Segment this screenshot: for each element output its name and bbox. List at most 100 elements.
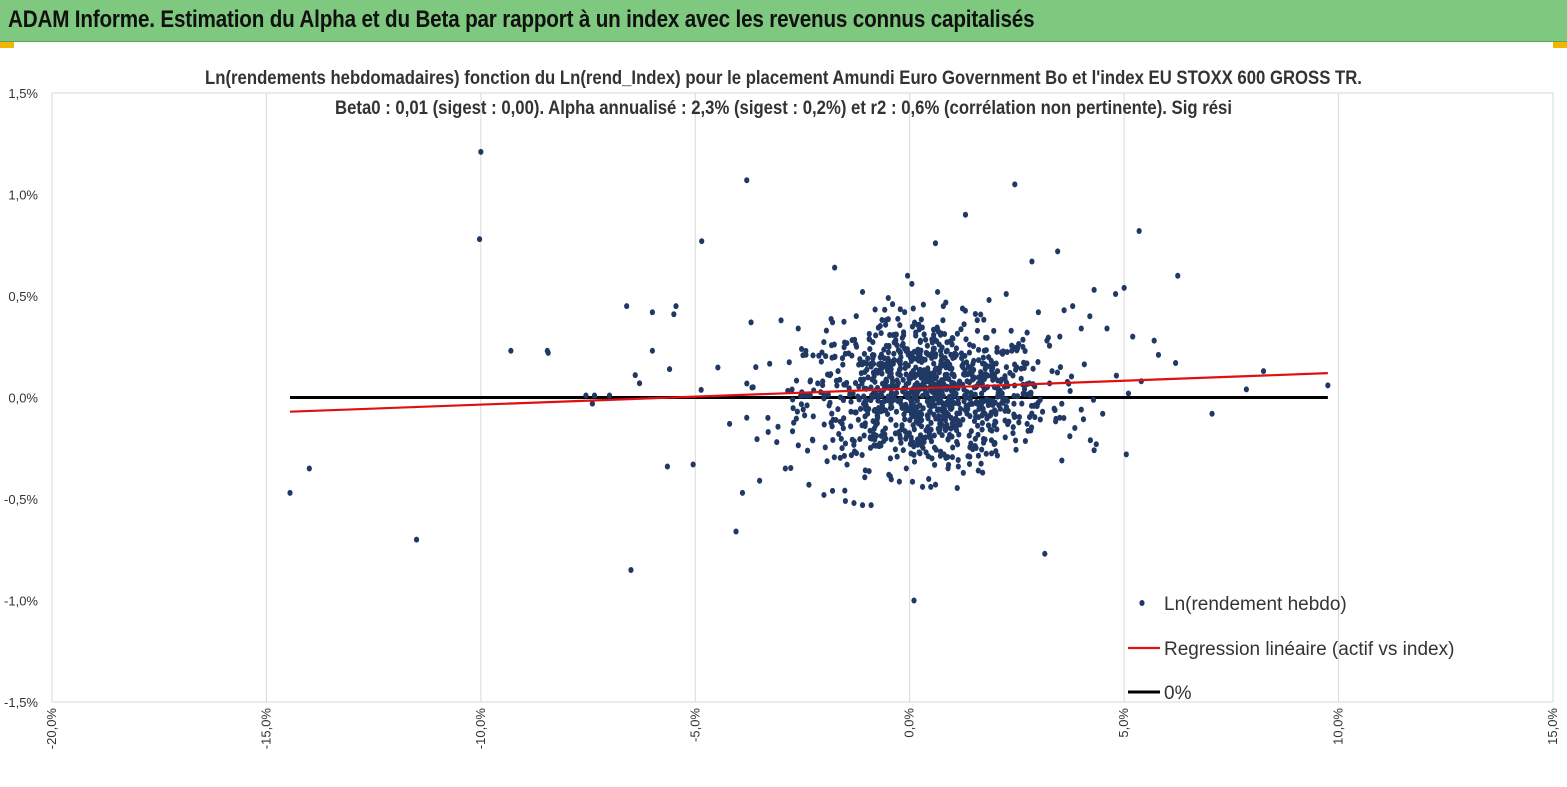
data-point <box>916 411 923 418</box>
data-point <box>882 425 889 432</box>
data-point <box>821 491 827 498</box>
data-point <box>847 391 853 398</box>
data-point <box>975 346 982 353</box>
data-point <box>930 370 936 377</box>
data-point <box>940 317 946 324</box>
data-point <box>861 350 867 357</box>
data-point <box>878 432 884 439</box>
data-point <box>1054 369 1061 376</box>
data-point <box>991 327 997 334</box>
data-point <box>867 345 873 352</box>
data-point <box>932 392 938 399</box>
data-point <box>960 469 966 476</box>
report-title: ADAM Informe. Estimation du Alpha et du … <box>8 6 1035 33</box>
data-point <box>982 436 988 443</box>
data-point <box>1016 413 1023 420</box>
y-tick-label: -1,0% <box>4 594 38 609</box>
data-point <box>975 452 982 459</box>
data-point <box>917 337 924 344</box>
data-point <box>1125 390 1132 397</box>
data-point <box>972 435 978 442</box>
data-point <box>936 393 942 400</box>
data-point <box>982 410 988 417</box>
data-point <box>844 379 850 386</box>
data-point <box>862 422 868 429</box>
data-point <box>809 436 816 443</box>
data-point <box>1032 414 1038 421</box>
data-point <box>939 399 945 406</box>
y-axis-ticks: 1,5% 1,0% 0,5% 0,0% -0,5% -1,0% -1,5% <box>4 86 38 710</box>
data-point <box>910 422 916 429</box>
data-point <box>943 299 949 306</box>
data-point <box>944 347 950 354</box>
data-point <box>870 352 876 359</box>
data-point <box>841 344 847 351</box>
data-point <box>1123 451 1129 458</box>
data-point <box>1100 410 1106 417</box>
data-point <box>664 463 671 470</box>
data-point <box>818 358 824 365</box>
data-point <box>959 355 965 362</box>
data-point <box>975 431 981 438</box>
data-point <box>895 347 901 354</box>
data-point <box>978 311 984 318</box>
corner-marker-right <box>1553 42 1567 48</box>
data-point <box>825 391 831 398</box>
data-point <box>837 418 844 425</box>
data-point <box>821 339 827 346</box>
data-point <box>981 316 987 323</box>
data-point <box>838 435 844 442</box>
data-point <box>883 317 889 324</box>
data-point <box>861 393 867 400</box>
data-point <box>853 313 859 320</box>
data-point <box>928 403 934 410</box>
data-point <box>810 352 816 359</box>
data-point <box>832 264 838 271</box>
data-point <box>1011 400 1017 407</box>
data-point <box>979 426 985 433</box>
data-point <box>917 450 923 457</box>
data-point <box>978 390 985 397</box>
data-point <box>1061 307 1067 314</box>
x-tick-label: -20,0% <box>44 708 59 750</box>
data-point <box>925 413 931 420</box>
data-point <box>1029 258 1035 265</box>
data-point <box>963 336 969 343</box>
data-point <box>1012 181 1018 188</box>
data-point <box>844 461 850 468</box>
data-point <box>974 327 981 334</box>
data-point <box>844 340 850 347</box>
data-point <box>881 380 888 387</box>
data-point <box>929 396 935 403</box>
data-point <box>928 483 934 490</box>
data-point <box>1014 393 1021 400</box>
data-point <box>929 353 935 360</box>
data-point <box>941 451 947 458</box>
scatter-chart: -20,0% -15,0% -10,0% -5,0% 0,0% 5,0% 10,0% 15,0… <box>4 86 1560 750</box>
data-point <box>893 389 900 396</box>
data-point <box>980 371 987 378</box>
data-point <box>932 402 938 409</box>
data-point <box>856 361 862 368</box>
data-point <box>885 397 891 404</box>
data-point <box>1155 351 1162 358</box>
data-point <box>882 321 889 328</box>
data-point <box>804 447 811 454</box>
data-point <box>904 390 911 397</box>
data-point <box>977 400 984 407</box>
data-point <box>606 392 613 399</box>
data-point <box>757 477 763 484</box>
data-point <box>794 408 800 415</box>
data-point <box>851 441 857 448</box>
legend-marker-points <box>1139 600 1145 606</box>
data-point <box>872 378 878 385</box>
data-point <box>798 401 805 408</box>
data-point <box>988 357 994 364</box>
data-point <box>842 498 848 505</box>
data-point <box>908 375 914 382</box>
data-point <box>887 455 894 462</box>
data-point <box>829 319 836 326</box>
data-point <box>910 367 916 374</box>
data-point <box>820 378 826 385</box>
corner-marker-left <box>0 42 14 48</box>
